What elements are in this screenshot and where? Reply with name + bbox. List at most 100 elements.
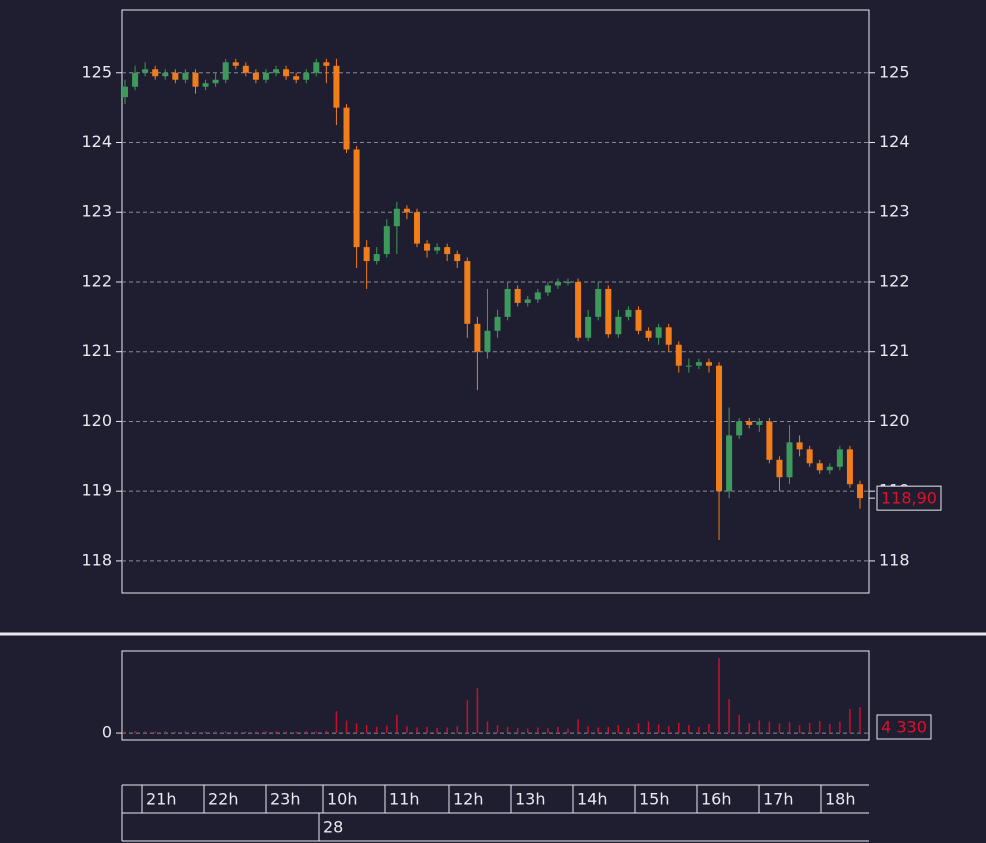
volume-bar xyxy=(788,722,791,734)
candle-body xyxy=(605,288,612,335)
volume-bar xyxy=(829,723,831,734)
candle-body xyxy=(796,442,803,450)
volume-bar xyxy=(526,728,529,734)
volume-bar xyxy=(386,725,388,734)
volume-bar xyxy=(647,721,650,734)
volume-bar xyxy=(768,721,771,734)
x-tick-label: 10h xyxy=(327,790,358,809)
last-volume-box xyxy=(876,714,932,740)
volume-bar xyxy=(426,726,428,734)
volume-bar xyxy=(335,711,338,734)
candle-body xyxy=(816,463,823,471)
volume-bar xyxy=(567,728,569,734)
volume-bar xyxy=(204,731,207,734)
last-volume-label: 4 330 xyxy=(881,718,927,737)
y-tick-label: 122 xyxy=(879,271,910,290)
volume-bar xyxy=(667,726,670,734)
volume-bar xyxy=(698,726,700,734)
volume-bar xyxy=(718,658,720,734)
candle-body xyxy=(373,254,380,262)
volume-bar xyxy=(778,723,781,734)
candle-body xyxy=(806,449,813,464)
volume-bar xyxy=(728,699,730,734)
volume-bar xyxy=(617,725,620,734)
candle-body xyxy=(514,288,521,303)
volume-bar xyxy=(557,726,559,734)
volume-bar xyxy=(214,731,217,734)
candle-body xyxy=(273,69,280,73)
candle-body xyxy=(484,330,491,352)
volume-bar xyxy=(657,724,660,734)
candle-body xyxy=(726,435,733,492)
y-tick-label: 123 xyxy=(81,202,112,221)
candle-body xyxy=(544,285,551,293)
volume-bar xyxy=(496,725,499,734)
volume-bar xyxy=(235,731,237,734)
candle-body xyxy=(434,247,441,251)
x-tick-label: 16h xyxy=(701,790,732,809)
candle-body xyxy=(162,72,169,77)
candle-body xyxy=(152,69,159,77)
x-tick-label: 13h xyxy=(515,790,546,809)
volume-bar xyxy=(345,720,348,734)
volume-bar xyxy=(748,723,750,734)
volume-bar xyxy=(627,728,630,734)
y-tick-label: 120 xyxy=(879,411,910,430)
price-frame xyxy=(121,9,870,594)
volume-bar xyxy=(194,731,197,734)
volume-bar xyxy=(587,726,589,734)
x-tick-label: 11h xyxy=(389,790,420,809)
x-tick-label: 23h xyxy=(270,790,301,809)
candle-body xyxy=(665,327,672,345)
volume-bar xyxy=(406,726,408,734)
candle-body xyxy=(836,449,843,467)
x-tick-label: 21h xyxy=(146,790,177,809)
volume-bar xyxy=(416,727,418,734)
volume-bar xyxy=(597,727,599,734)
volume-bar xyxy=(355,723,358,734)
candle-body xyxy=(464,261,471,324)
candle-body xyxy=(705,362,712,366)
y-tick-label: 118 xyxy=(879,550,910,569)
candle-body xyxy=(122,86,128,98)
candle-body xyxy=(333,65,340,108)
volume-bar xyxy=(154,731,156,734)
candle-body xyxy=(353,149,360,248)
candle-body xyxy=(363,247,370,262)
candle-body xyxy=(212,79,219,84)
y-tick-label: 122 xyxy=(81,271,112,290)
volume-bar xyxy=(295,731,297,734)
volume-bar xyxy=(839,721,841,734)
candle-body xyxy=(444,247,451,255)
volume-bar xyxy=(486,721,489,734)
volume-bar xyxy=(134,731,136,734)
candle-body xyxy=(554,281,561,286)
candle-body xyxy=(776,459,783,478)
y-tick-label: 120 xyxy=(81,411,112,430)
candle-body xyxy=(575,281,582,338)
x-tick-label: 15h xyxy=(639,790,670,809)
y-tick-label: 0 xyxy=(102,723,112,742)
volume-bar xyxy=(365,725,368,734)
candle-body xyxy=(454,254,461,262)
volume-bar xyxy=(446,727,448,734)
candle-body xyxy=(424,243,431,251)
volume-bar xyxy=(315,731,318,734)
candle-body xyxy=(303,72,310,80)
candle-body xyxy=(625,309,632,317)
x-tick-label: 14h xyxy=(577,790,608,809)
candle-body xyxy=(494,316,501,331)
candle-body xyxy=(413,212,420,244)
volume-bar xyxy=(174,731,177,734)
volume-bar xyxy=(798,725,801,734)
date-label: 28 xyxy=(323,818,343,837)
volume-bar xyxy=(325,730,328,734)
volume-frame xyxy=(121,650,870,741)
y-tick-label: 125 xyxy=(81,62,112,81)
x-tick-label: 18h xyxy=(825,790,856,809)
candle-body xyxy=(846,449,853,485)
x-tick-label: 22h xyxy=(208,790,239,809)
volume-bar xyxy=(808,722,811,734)
